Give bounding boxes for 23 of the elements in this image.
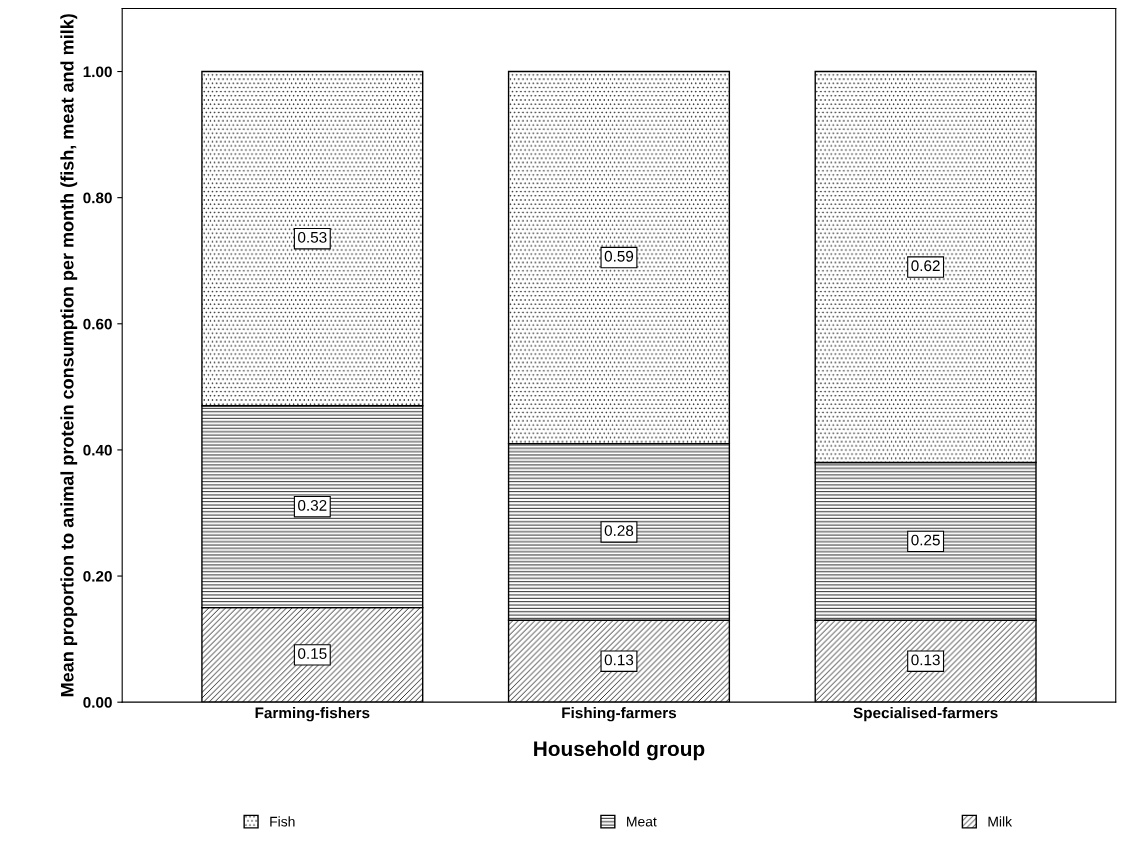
- data-label: 0.62: [911, 260, 940, 272]
- x-tick-label: Specialised-farmers: [853, 707, 998, 722]
- data-label: 0.28: [604, 525, 634, 536]
- y-tick-label: 0.40: [83, 444, 112, 456]
- data-label: 0.15: [298, 648, 327, 659]
- data-label: 0.59: [604, 250, 634, 262]
- x-tick-label: Fishing-farmers: [562, 707, 677, 722]
- data-label: 0.32: [298, 499, 327, 511]
- y-tick-label: 0.80: [83, 192, 112, 204]
- data-label: 0.25: [911, 534, 940, 546]
- data-label: 0.53: [298, 231, 327, 243]
- y-tick-label: 0.20: [83, 570, 112, 582]
- y-tick-label: 0.00: [83, 697, 112, 708]
- y-tick-label: 1.00: [83, 66, 112, 78]
- data-label: 0.13: [604, 654, 634, 666]
- data-label: 0.13: [911, 654, 940, 666]
- x-axis-title: Household group: [534, 740, 705, 761]
- y-tick-label: 0.60: [83, 318, 112, 330]
- legend-label: Meat: [627, 816, 657, 827]
- x-tick-label: Farming-fishers: [255, 707, 370, 722]
- legend-label: Milk: [988, 816, 1013, 827]
- legend-label: Fish: [270, 816, 295, 827]
- y-axis-title: Mean proportion to animal protein consumption per month (fish, meat and milk): [60, 14, 78, 697]
